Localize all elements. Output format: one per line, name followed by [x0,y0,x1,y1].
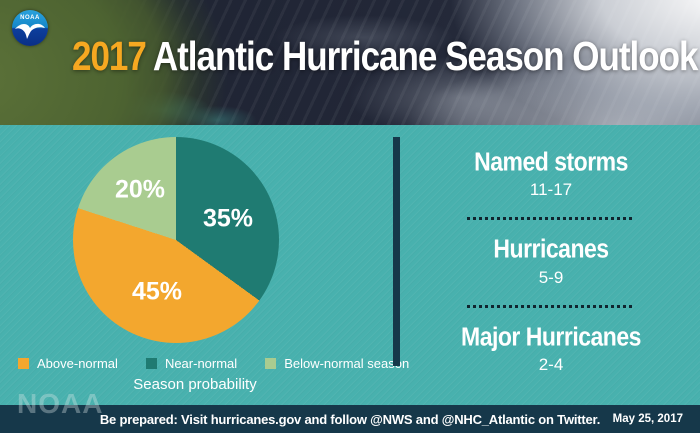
noaa-watermark: NOAA [17,388,104,419]
pie-label-above-normal: 45% [131,277,183,306]
pie-chart: 35% 45% 20% [73,137,279,343]
stat-major-hurricanes: Major Hurricanes 2-4 [461,321,641,375]
dotted-divider [467,304,635,308]
legend-label: Below-normal season [284,356,410,371]
pie-label-near-normal: 35% [202,204,254,233]
vertical-divider [393,137,400,366]
stat-value: 5-9 [538,267,564,287]
stats-panel: Named storms 11-17 Hurricanes 5-9 Major … [402,146,700,375]
legend-swatch-near-normal [145,358,157,369]
seagull-icon [15,23,45,39]
footer-bar: Be prepared: Visit hurricanes.gov and fo… [0,405,700,433]
noaa-logo-circle: NOAA [12,10,48,46]
stat-label: Major Hurricanes [461,321,641,351]
stat-named-storms: Named storms 11-17 [474,146,628,200]
stat-label: Hurricanes [493,234,609,264]
legend-item-below-normal: Below-normal season [265,356,409,371]
dotted-divider [467,217,635,221]
footer-message: Be prepared: Visit hurricanes.gov and fo… [99,411,601,427]
legend-item-above-normal: Above-normal [18,356,118,371]
header-banner: NOAA 2017 Atlantic Hurricane Season Outlo… [0,0,700,125]
chart-caption: Season probability [133,376,257,393]
legend-label: Near-normal [164,356,238,371]
stat-hurricanes: Hurricanes 5-9 [493,234,609,287]
satellite-photo-background [0,0,700,125]
page-title: 2017 Atlantic Hurricane Season Outlook [72,36,698,77]
chart-legend: Above-normal Near-normal Below-normal se… [18,356,409,371]
pie-label-below-normal: 20% [114,175,166,204]
title-year: 2017 [72,33,147,80]
legend-swatch-below-normal [265,358,277,369]
stat-label: Named storms [474,146,628,176]
noaa-logo-text: NOAA [20,15,40,21]
footer-date: May 25, 2017 [612,413,683,425]
noaa-logo: NOAA [12,10,48,46]
legend-label: Above-normal [37,356,118,371]
stat-value: 11-17 [529,180,573,200]
stat-value: 2-4 [538,354,564,374]
legend-item-near-normal: Near-normal [145,356,238,371]
legend-swatch-above-normal [18,358,29,369]
title-text: Atlantic Hurricane Season Outlook [152,33,699,80]
